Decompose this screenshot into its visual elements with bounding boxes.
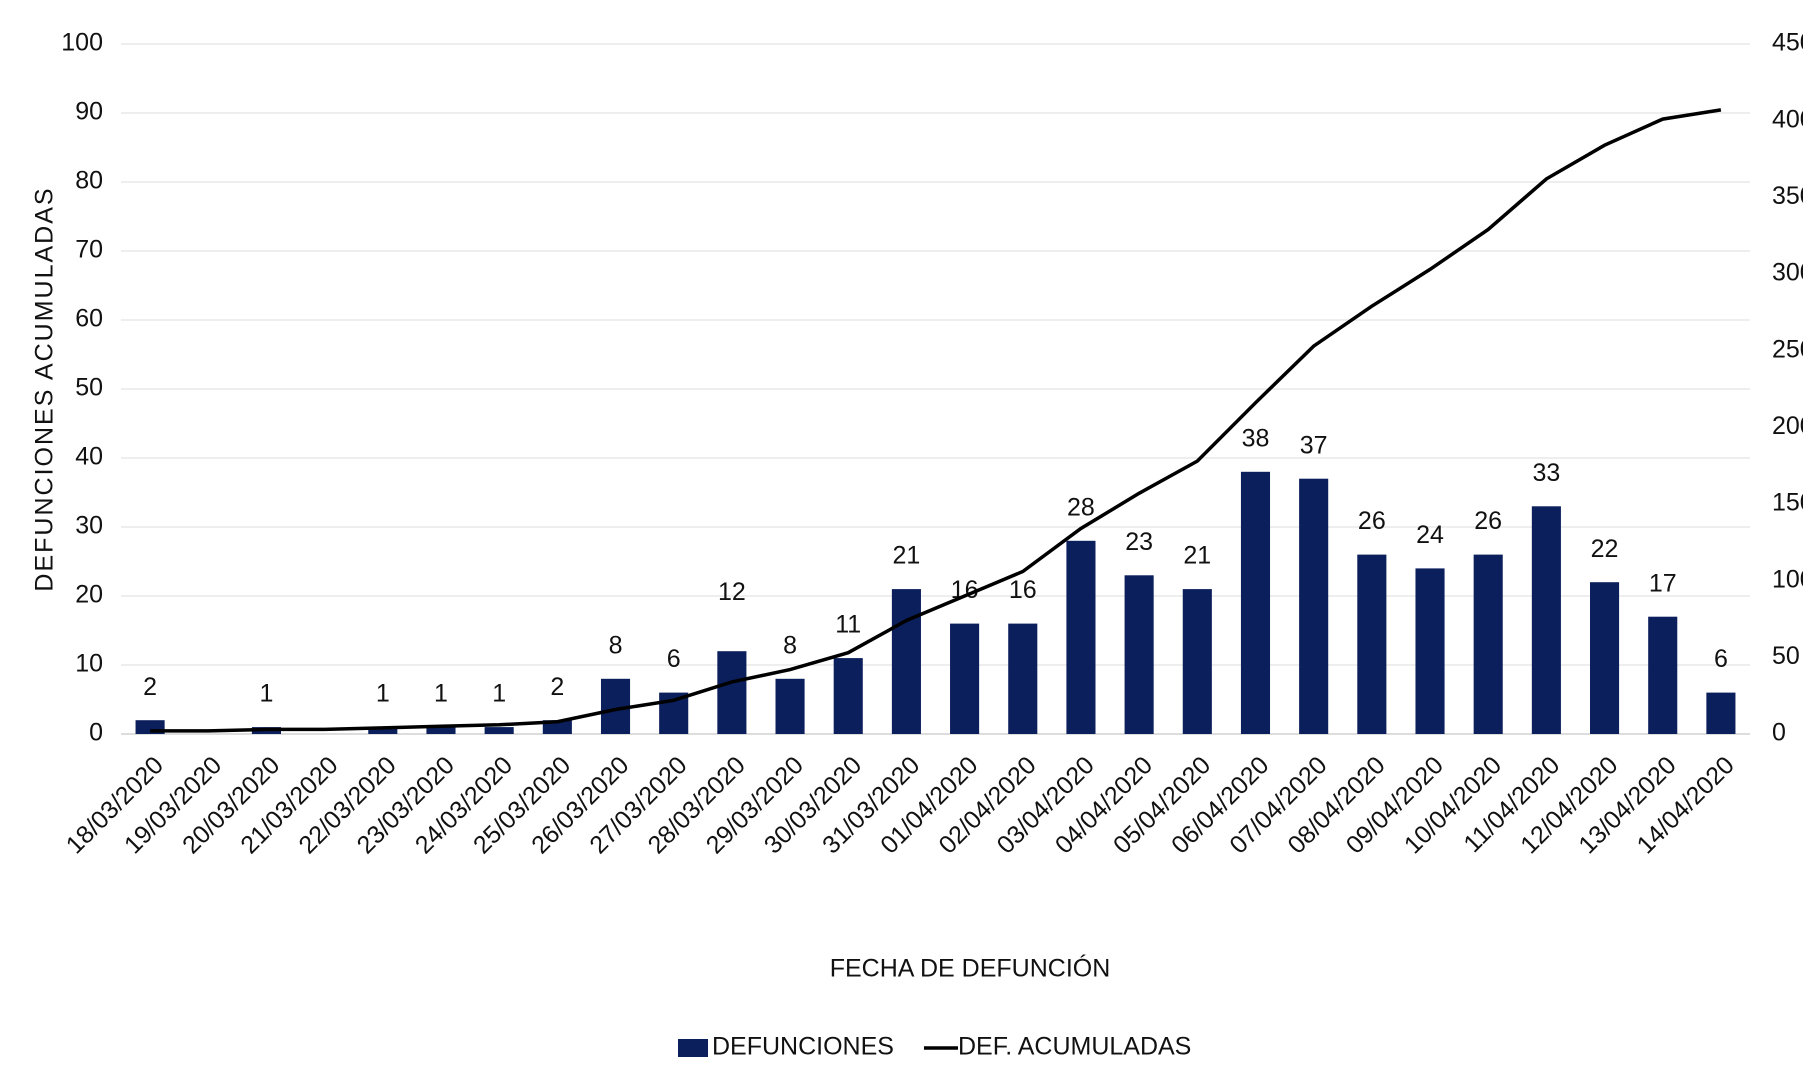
- data-label: 12: [718, 578, 746, 606]
- bar: [1124, 575, 1154, 734]
- line: [150, 108, 1722, 733]
- y2-tick-label: 400: [1772, 105, 1803, 133]
- data-label: 1: [376, 680, 390, 708]
- y2-tick-label: 50: [1772, 642, 1800, 670]
- data-label: 8: [783, 631, 797, 659]
- data-label: 1: [492, 680, 506, 708]
- data-label: 26: [1358, 507, 1386, 535]
- legend-swatch: [678, 1039, 708, 1057]
- y2-tick-label: 150: [1772, 489, 1803, 517]
- data-label: 24: [1416, 521, 1444, 549]
- bar: [717, 651, 747, 734]
- data-label: 2: [143, 673, 157, 701]
- bar: [1590, 582, 1620, 734]
- y2-tick-label: 200: [1772, 412, 1803, 440]
- bar: [1473, 554, 1503, 734]
- x-axis-title: FECHA DE DEFUNCIÓN: [830, 954, 1111, 983]
- data-label: 11: [835, 611, 861, 639]
- legend-label: DEFUNCIONES: [712, 1033, 894, 1061]
- y-tick-label: 10: [75, 650, 103, 678]
- data-label: 33: [1532, 459, 1560, 487]
- bar: [1008, 623, 1038, 734]
- bar: [833, 658, 863, 734]
- bar: [891, 589, 921, 734]
- data-label: 37: [1300, 431, 1328, 459]
- y-tick-label: 60: [75, 305, 103, 333]
- data-label: 23: [1125, 528, 1153, 556]
- y2-tick-label: 0: [1772, 719, 1786, 747]
- data-label: 22: [1591, 535, 1619, 563]
- bar: [1648, 616, 1678, 734]
- bar: [1357, 554, 1387, 734]
- data-label: 2: [550, 673, 564, 701]
- y2-tick-label: 250: [1772, 335, 1803, 363]
- bar: [1182, 589, 1212, 734]
- data-label: 8: [609, 631, 623, 659]
- y-tick-label: 80: [75, 167, 103, 195]
- bar: [1240, 471, 1271, 734]
- data-label: 6: [1714, 645, 1728, 673]
- legend-label: DEF. ACUMULADAS: [958, 1033, 1191, 1061]
- y-tick-label: 20: [75, 581, 103, 609]
- data-label: 21: [1183, 542, 1211, 570]
- y-tick-label: 40: [75, 443, 103, 471]
- data-label: 6: [667, 645, 681, 673]
- bar: [484, 727, 514, 734]
- bar: [775, 678, 805, 734]
- y2-tick-label: 350: [1772, 182, 1803, 210]
- bar: [426, 727, 456, 734]
- bar: [1415, 568, 1445, 734]
- y2-tick-label: 300: [1772, 259, 1803, 287]
- bar: [950, 623, 980, 734]
- y-tick-label: 70: [75, 236, 103, 264]
- data-label: 17: [1649, 569, 1677, 597]
- y-tick-label: 0: [89, 719, 103, 747]
- bar: [1706, 692, 1736, 734]
- y-tick-label: 30: [75, 512, 103, 540]
- bar: [368, 727, 398, 734]
- y-tick-label: 50: [75, 374, 103, 402]
- data-label: 1: [434, 680, 448, 708]
- y2-tick-label: 450: [1772, 29, 1803, 57]
- bar: [1531, 506, 1561, 734]
- y-tick-label: 90: [75, 98, 103, 126]
- bar: [1066, 540, 1096, 734]
- data-label: 26: [1474, 507, 1502, 535]
- data-label: 28: [1067, 493, 1095, 521]
- bar: [1299, 478, 1329, 734]
- y-tick-label: 100: [61, 29, 103, 57]
- data-label: 1: [259, 680, 273, 708]
- y-axis-title: DEFUNCIONES ACUMULADAS: [31, 186, 59, 591]
- data-label: 38: [1242, 424, 1270, 452]
- y2-tick-label: 100: [1772, 565, 1803, 593]
- data-label: 16: [1009, 576, 1037, 604]
- data-label: 21: [893, 542, 921, 570]
